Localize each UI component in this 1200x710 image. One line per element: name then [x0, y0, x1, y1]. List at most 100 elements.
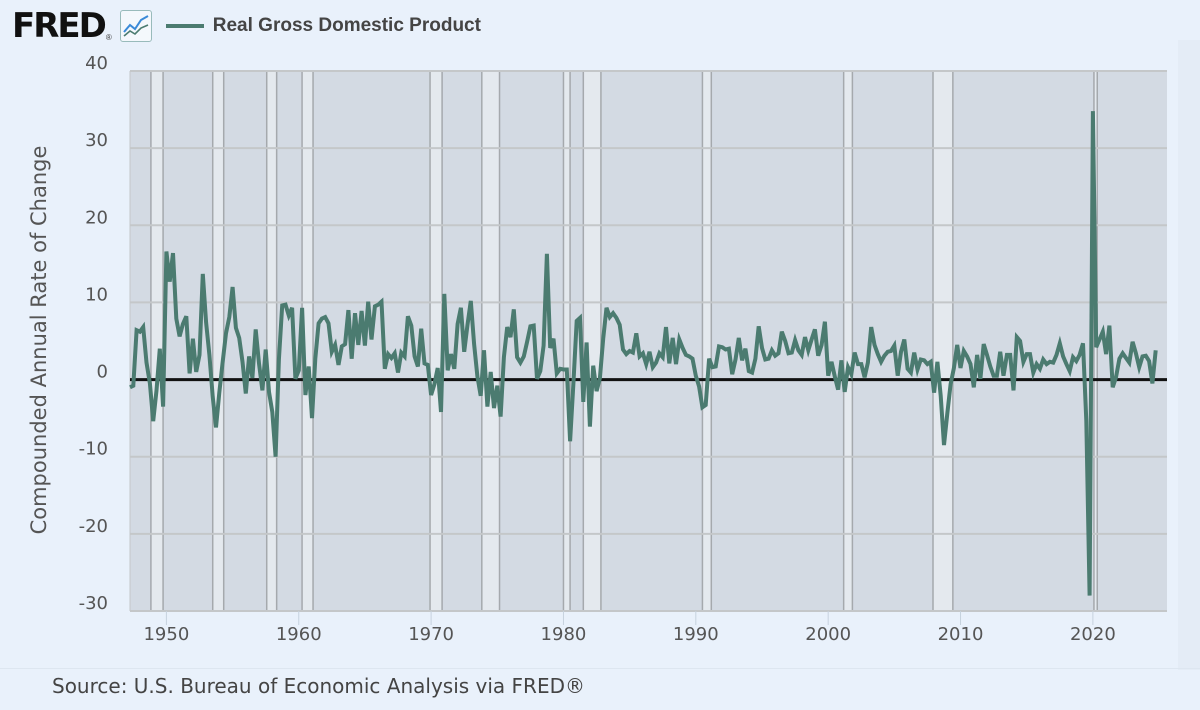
data-point[interactable]: [482, 348, 486, 352]
data-point[interactable]: [833, 374, 837, 378]
data-point[interactable]: [687, 354, 691, 358]
data-point[interactable]: [409, 324, 413, 328]
data-point[interactable]: [1081, 341, 1085, 345]
data-point[interactable]: [419, 327, 423, 331]
data-point[interactable]: [264, 347, 268, 351]
legend-label[interactable]: Real Gross Domestic Product: [212, 15, 481, 36]
data-point[interactable]: [694, 374, 698, 378]
data-point[interactable]: [406, 314, 410, 318]
data-point[interactable]: [959, 366, 963, 370]
data-point[interactable]: [207, 353, 211, 357]
data-point[interactable]: [247, 354, 251, 358]
data-point[interactable]: [370, 337, 374, 341]
data-point[interactable]: [327, 321, 331, 325]
data-point[interactable]: [413, 354, 417, 358]
data-point[interactable]: [710, 365, 714, 369]
data-point[interactable]: [350, 357, 354, 361]
data-point[interactable]: [714, 364, 718, 368]
data-point[interactable]: [257, 361, 261, 365]
data-point[interactable]: [363, 344, 367, 348]
data-point[interactable]: [872, 343, 876, 347]
data-point[interactable]: [796, 348, 800, 352]
data-point[interactable]: [1021, 360, 1025, 364]
data-point[interactable]: [965, 354, 969, 358]
data-point[interactable]: [214, 425, 218, 429]
data-point[interactable]: [800, 353, 804, 357]
data-point[interactable]: [647, 350, 651, 354]
data-point[interactable]: [310, 416, 314, 420]
data-point[interactable]: [303, 393, 307, 397]
data-point[interactable]: [293, 377, 297, 381]
data-point[interactable]: [767, 357, 771, 361]
data-point[interactable]: [1041, 358, 1045, 362]
data-point[interactable]: [1078, 353, 1082, 357]
data-point[interactable]: [336, 363, 340, 367]
data-point[interactable]: [462, 350, 466, 354]
data-point[interactable]: [674, 362, 678, 366]
data-point[interactable]: [601, 337, 605, 341]
data-point[interactable]: [131, 384, 135, 388]
data-point[interactable]: [641, 351, 645, 355]
data-point[interactable]: [876, 352, 880, 356]
data-point[interactable]: [1137, 365, 1141, 369]
data-point[interactable]: [495, 384, 499, 388]
data-point[interactable]: [790, 351, 794, 355]
data-point[interactable]: [1094, 345, 1098, 349]
data-point[interactable]: [518, 361, 522, 365]
data-point[interactable]: [786, 351, 790, 355]
data-point[interactable]: [522, 354, 526, 358]
data-point[interactable]: [631, 351, 635, 355]
data-point[interactable]: [1035, 362, 1039, 366]
data-point[interactable]: [178, 334, 182, 338]
data-point[interactable]: [188, 371, 192, 375]
data-point[interactable]: [839, 358, 843, 362]
data-point[interactable]: [816, 354, 820, 358]
data-point[interactable]: [634, 331, 638, 335]
data-point[interactable]: [154, 388, 158, 392]
data-point[interactable]: [704, 403, 708, 407]
data-point[interactable]: [806, 348, 810, 352]
data-point[interactable]: [181, 322, 185, 326]
data-point[interactable]: [919, 358, 923, 362]
data-point[interactable]: [1097, 337, 1101, 341]
data-point[interactable]: [1084, 418, 1088, 422]
data-point[interactable]: [780, 330, 784, 334]
data-point[interactable]: [906, 367, 910, 371]
data-point[interactable]: [148, 381, 152, 385]
data-point[interactable]: [174, 317, 178, 321]
data-point[interactable]: [588, 425, 592, 429]
data-point[interactable]: [717, 344, 721, 348]
data-point[interactable]: [664, 325, 668, 329]
data-point[interactable]: [737, 336, 741, 340]
data-point[interactable]: [810, 337, 814, 341]
data-point[interactable]: [290, 306, 294, 310]
data-point[interactable]: [284, 303, 288, 307]
data-point[interactable]: [925, 362, 929, 366]
data-point[interactable]: [1131, 340, 1135, 344]
data-point[interactable]: [624, 352, 628, 356]
data-point[interactable]: [340, 344, 344, 348]
data-point[interactable]: [595, 389, 599, 393]
data-point[interactable]: [250, 376, 254, 380]
data-point[interactable]: [803, 335, 807, 339]
data-point[interactable]: [955, 343, 959, 347]
data-point[interactable]: [671, 336, 675, 340]
data-point[interactable]: [528, 324, 532, 328]
data-point[interactable]: [509, 335, 513, 339]
data-point[interactable]: [740, 358, 744, 362]
data-point[interactable]: [204, 320, 208, 324]
side-scrollbar[interactable]: [1178, 40, 1200, 670]
data-point[interactable]: [456, 322, 460, 326]
data-point[interactable]: [618, 323, 622, 327]
data-point[interactable]: [1111, 385, 1115, 389]
data-point[interactable]: [211, 395, 215, 399]
data-point[interactable]: [988, 364, 992, 368]
data-point[interactable]: [360, 309, 364, 313]
data-point[interactable]: [393, 351, 397, 355]
data-point[interactable]: [442, 292, 446, 296]
data-point[interactable]: [677, 337, 681, 341]
data-point[interactable]: [707, 357, 711, 361]
data-point[interactable]: [1054, 353, 1058, 357]
data-point[interactable]: [505, 325, 509, 329]
data-point[interactable]: [485, 405, 489, 409]
